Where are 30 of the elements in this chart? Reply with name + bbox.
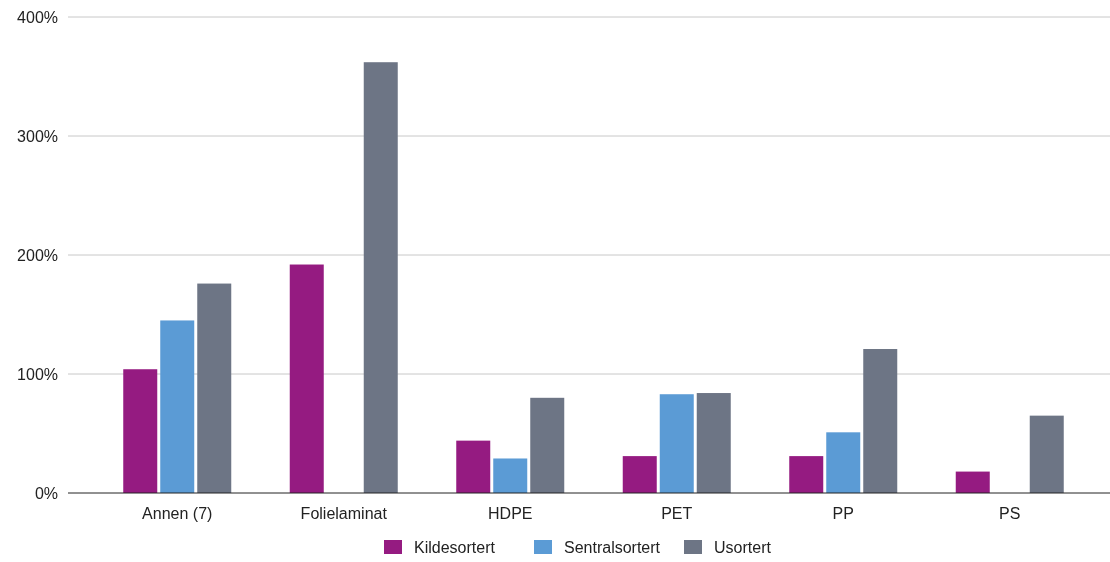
- x-tick-label: Folielaminat: [300, 505, 388, 522]
- x-tick-label: PP: [832, 505, 854, 522]
- bar: [1029, 415, 1064, 493]
- y-tick-label: 100%: [17, 365, 58, 383]
- bar: [863, 349, 898, 493]
- bar: [160, 320, 195, 493]
- y-tick-label: 0%: [34, 484, 58, 502]
- x-tick-label: PET: [661, 505, 693, 522]
- bar: [789, 456, 824, 493]
- bar: [530, 397, 565, 493]
- bar: [289, 264, 324, 493]
- y-tick-label: 300%: [17, 127, 58, 145]
- bar: [123, 369, 158, 493]
- bar: [622, 456, 657, 493]
- bar: [456, 440, 491, 493]
- bar: [493, 458, 528, 493]
- x-tick-label: HDPE: [488, 505, 533, 522]
- bar: [696, 393, 731, 493]
- bar: [197, 283, 232, 493]
- x-tick-label: Annen (7): [142, 505, 213, 522]
- bar: [659, 394, 694, 493]
- x-tick-label: PS: [999, 505, 1021, 522]
- bar: [363, 62, 398, 493]
- bar: [955, 471, 990, 493]
- legend-label: Sentralsortert: [564, 539, 661, 556]
- legend-label: Kildesortert: [414, 539, 496, 556]
- bar: [826, 432, 861, 493]
- legend-label: Usortert: [714, 539, 772, 556]
- y-tick-label: 200%: [17, 246, 58, 264]
- y-tick-label: 400%: [17, 8, 58, 26]
